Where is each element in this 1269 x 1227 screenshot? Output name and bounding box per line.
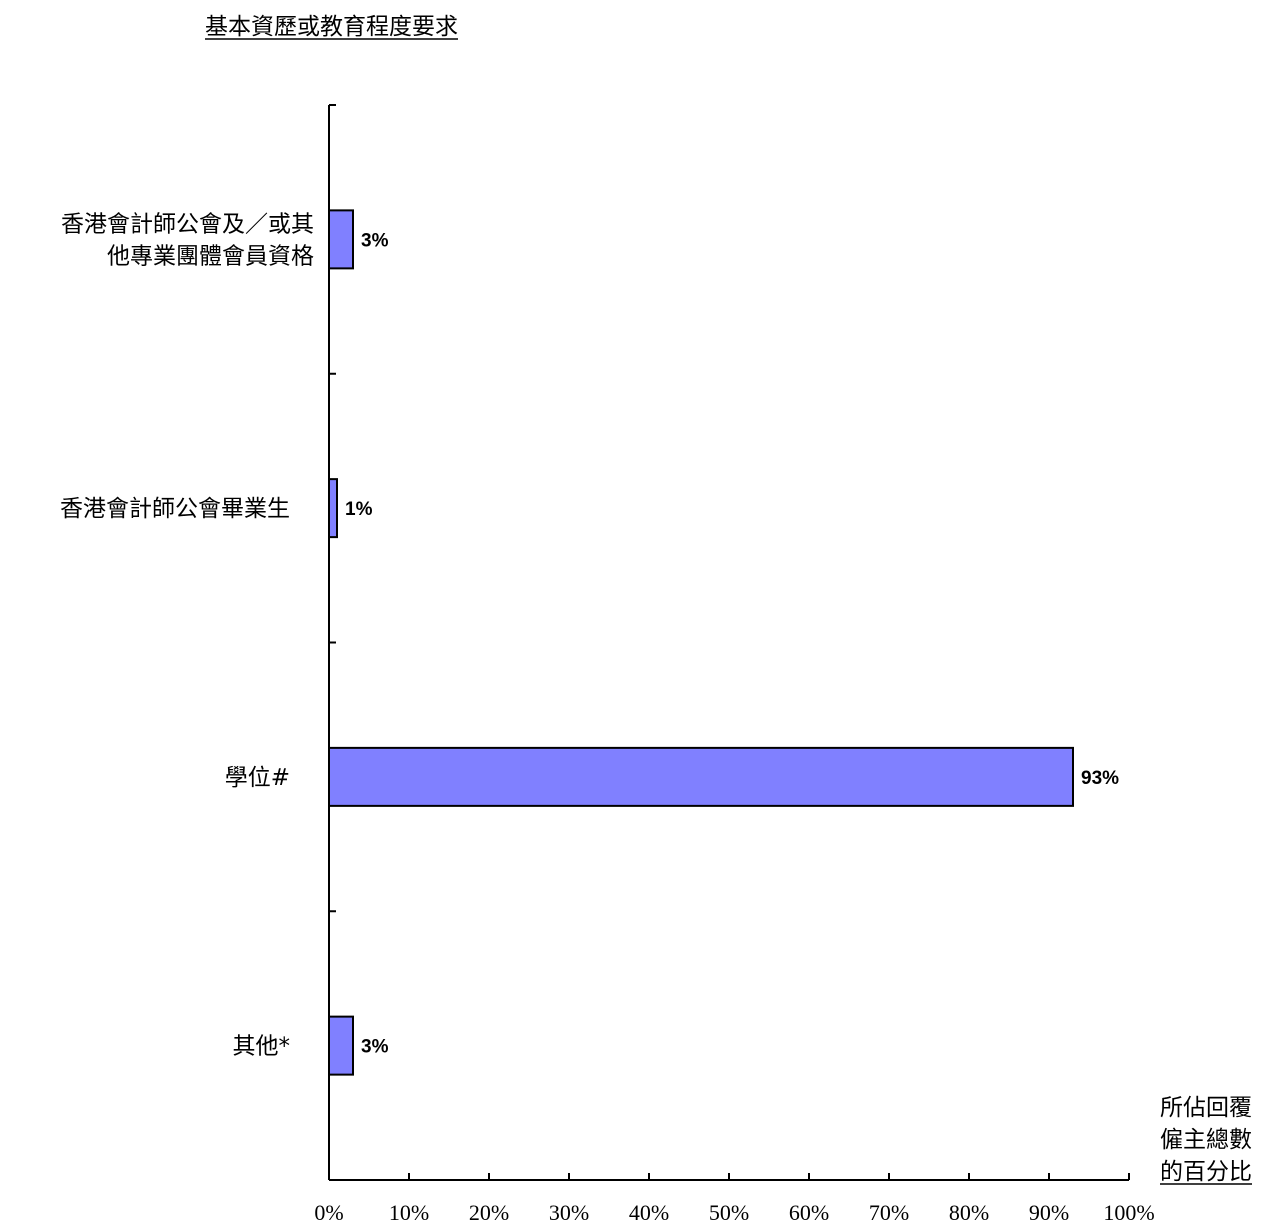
category-label: 學位# [225,765,290,791]
bar [328,1015,354,1076]
category-label: 香港會計師公會畢業生 [60,496,290,522]
data-label: 3% [361,230,389,251]
category-label-line: 香港會計師公會及／或其 [61,211,314,237]
x-axis-label-line: 所佔回覆 [1160,1095,1252,1121]
bar [328,746,1074,807]
data-label: 93% [1081,768,1119,789]
axes [328,104,1130,1181]
data-labels: 3% 1% 93% 3% [345,230,1119,1057]
bar [328,478,338,539]
x-tick-label: 40% [629,1200,669,1225]
x-tick-label: 60% [789,1200,829,1225]
category-label-line: 他專業團體會員資格 [107,243,314,269]
x-tick-label: 10% [389,1200,429,1225]
category-label-line: 香港會計師公會畢業生 [60,496,290,522]
x-tick-label: 0% [314,1200,343,1225]
category-label-line: 學位# [225,765,290,791]
bar [328,209,354,270]
x-tick-label: 50% [709,1200,749,1225]
x-tick-labels: 0% 10% 20% 30% 40% 50% 60% 70% 80% 90% 100% [314,1200,1154,1225]
chart-title: 基本資歷或教育程度要求 [205,14,458,40]
data-label: 3% [361,1037,389,1058]
x-tick-label: 80% [949,1200,989,1225]
x-axis-label-line: 僱主總數 [1160,1127,1252,1153]
category-label: 其他* [233,1034,291,1060]
chart-title-group: 基本資歷或教育程度要求 [205,14,458,40]
x-tick-label: 90% [1029,1200,1069,1225]
x-tick-label: 70% [869,1200,909,1225]
x-tick-label: 20% [469,1200,509,1225]
x-tick-label: 100% [1103,1200,1154,1225]
category-label-line: 其他* [233,1034,291,1060]
x-axis-label-line: 的百分比 [1160,1159,1252,1185]
data-label: 1% [345,499,373,520]
category-label: 香港會計師公會及／或其他專業團體會員資格 [61,211,314,269]
x-tick-label: 30% [549,1200,589,1225]
bars [328,209,1074,1076]
